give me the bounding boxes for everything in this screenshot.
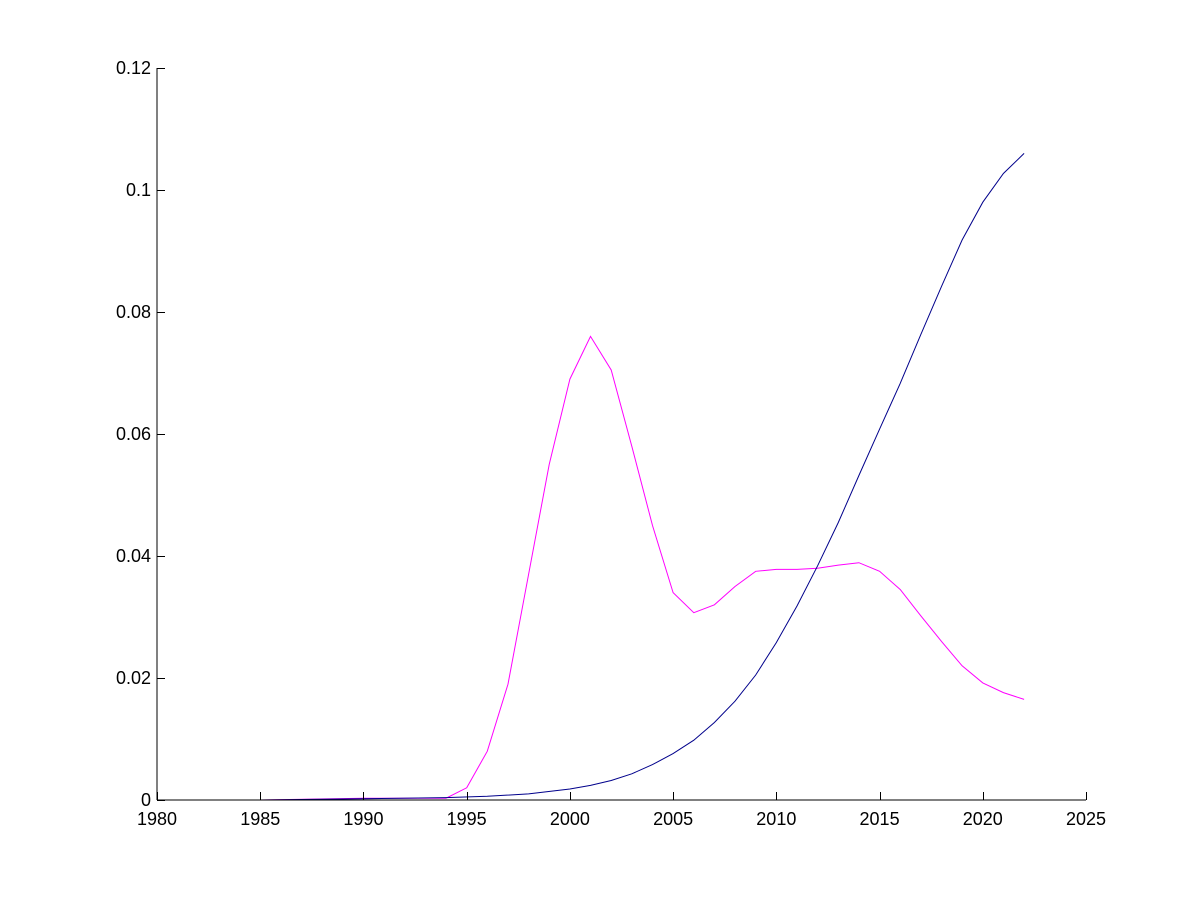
- x-tick-label: 2010: [756, 809, 796, 829]
- y-tick-label: 0.06: [116, 424, 151, 444]
- x-tick-label: 1980: [137, 809, 177, 829]
- x-tick-label: 2000: [550, 809, 590, 829]
- series-layer: [157, 153, 1025, 801]
- x-tick-label: 1990: [343, 809, 383, 829]
- ticks-layer: 1980 1985 1990 1995 2000 2005 2010 2015 2020 2025…: [116, 58, 1106, 829]
- y-tick-label: 0.04: [116, 546, 151, 566]
- x-tick-label: 2025: [1066, 809, 1106, 829]
- x-tick-label: 2020: [963, 809, 1003, 829]
- series-line-2: [157, 153, 1025, 801]
- y-tick-label: 0.08: [116, 302, 151, 322]
- x-tick-label: 1995: [447, 809, 487, 829]
- series-line-1: [157, 335, 1025, 801]
- y-tick-label: 0.1: [126, 180, 151, 200]
- x-tick-label: 2015: [860, 809, 900, 829]
- y-tick-label: 0.02: [116, 668, 151, 688]
- x-tick-label: 2005: [653, 809, 693, 829]
- y-tick-label: 0: [141, 790, 151, 810]
- axes-layer: [156, 68, 1086, 801]
- y-tick-label: 0.12: [116, 58, 151, 78]
- x-tick-label: 1985: [240, 809, 280, 829]
